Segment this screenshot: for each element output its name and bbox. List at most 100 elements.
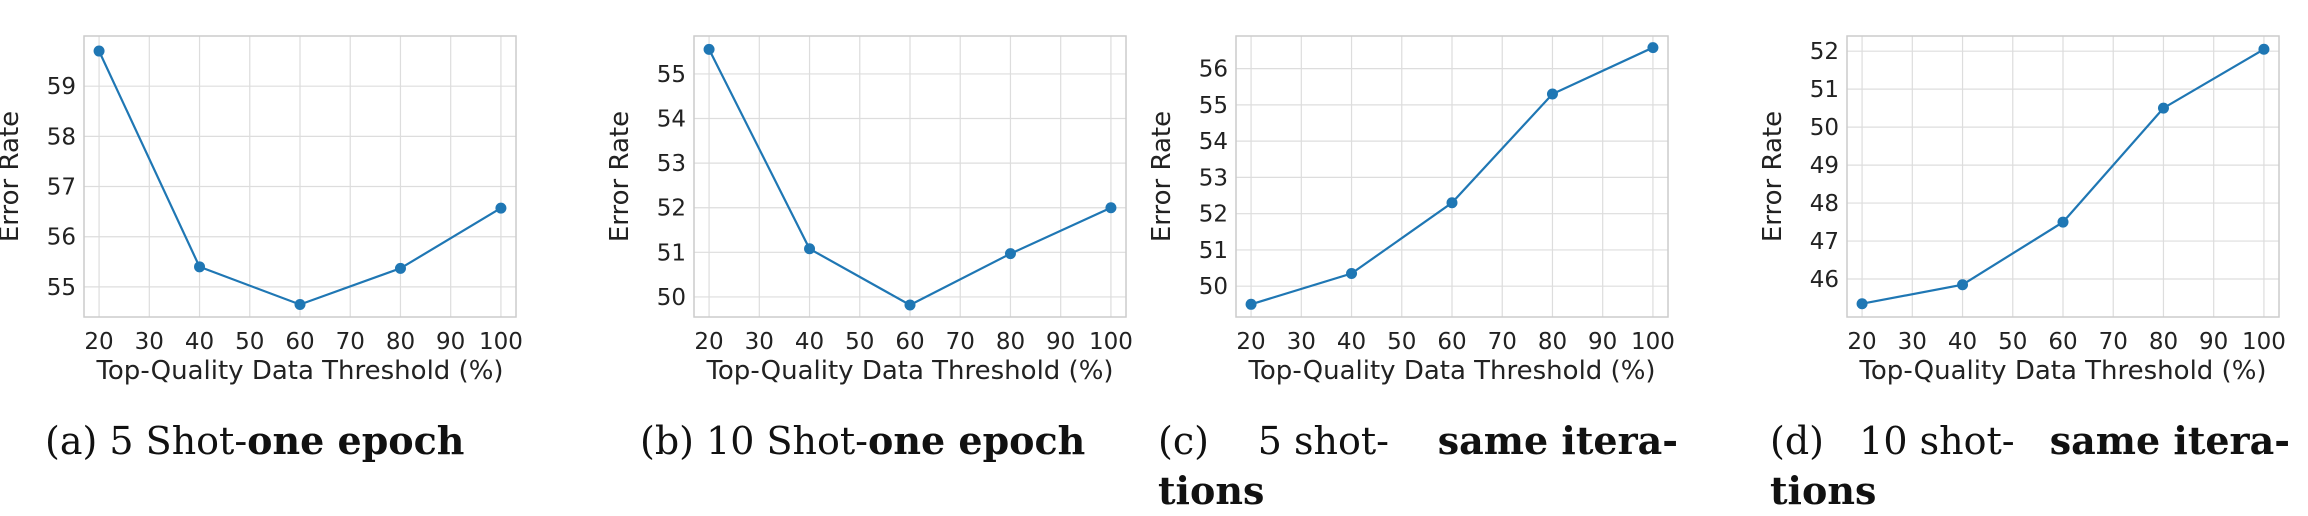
caption-b: (b) 10 Shot-one epoch bbox=[640, 418, 1086, 463]
x-tick-label: 30 bbox=[135, 329, 164, 355]
x-tick-label: 60 bbox=[895, 329, 924, 355]
y-tick-label: 51 bbox=[1199, 238, 1228, 264]
x-tick-label: 100 bbox=[1631, 329, 1675, 355]
data-point-d-80 bbox=[2157, 102, 2169, 114]
x-tick-label: 20 bbox=[1236, 329, 1265, 355]
x-tick-label: 90 bbox=[1588, 329, 1617, 355]
data-point-b-60 bbox=[904, 299, 916, 311]
data-point-c-100 bbox=[1647, 42, 1659, 54]
x-tick-label: 60 bbox=[1437, 329, 1466, 355]
x-tick-label: 20 bbox=[694, 329, 723, 355]
x-tick-label: 70 bbox=[946, 329, 975, 355]
y-tick-label: 52 bbox=[657, 196, 686, 222]
x-tick-label: 60 bbox=[2048, 329, 2077, 355]
data-point-c-40 bbox=[1346, 267, 1358, 279]
data-point-c-60 bbox=[1446, 197, 1458, 209]
x-tick-label: 90 bbox=[1046, 329, 1075, 355]
y-axis-label: Error Rate bbox=[1758, 111, 1788, 242]
x-axis-label: Top-Quality Data Threshold (%) bbox=[1858, 356, 2266, 386]
plot-frame bbox=[693, 35, 1127, 318]
x-tick-label: 50 bbox=[1998, 329, 2027, 355]
x-tick-label: 70 bbox=[336, 329, 365, 355]
y-tick-label: 53 bbox=[657, 151, 686, 177]
y-tick-label: 57 bbox=[47, 175, 76, 201]
data-point-a-60 bbox=[294, 298, 306, 310]
data-point-b-40 bbox=[804, 243, 816, 255]
x-tick-label: 40 bbox=[795, 329, 824, 355]
data-point-a-40 bbox=[194, 261, 206, 273]
x-axis-label: Top-Quality Data Threshold (%) bbox=[1247, 356, 1655, 386]
y-tick-label: 53 bbox=[1199, 165, 1228, 191]
x-axis-label: Top-Quality Data Threshold (%) bbox=[95, 356, 503, 386]
data-point-c-80 bbox=[1546, 88, 1558, 100]
x-tick-label: 50 bbox=[235, 329, 264, 355]
plot-frame bbox=[1846, 35, 2280, 318]
x-tick-label: 50 bbox=[1387, 329, 1416, 355]
x-tick-label: 20 bbox=[84, 329, 113, 355]
x-tick-label: 80 bbox=[1538, 329, 1567, 355]
plot-frame bbox=[1235, 35, 1669, 318]
y-tick-label: 50 bbox=[1199, 274, 1228, 300]
chart-panel-c: 20 30 40 50 60 70 80 90 100 50 51 52 53 54 55 56 Top-Qua… bbox=[1147, 35, 1675, 386]
x-tick-label: 100 bbox=[479, 329, 523, 355]
y-tick-label: 49 bbox=[1810, 153, 1839, 179]
data-point-a-100 bbox=[495, 202, 507, 214]
data-point-a-20 bbox=[93, 45, 105, 57]
y-tick-label: 51 bbox=[1810, 77, 1839, 103]
chart-panel-b: 20 30 40 50 60 70 80 90 100 50 51 52 53 54 55 Top-Quali… bbox=[605, 35, 1133, 386]
data-point-d-20 bbox=[1856, 298, 1868, 310]
chart-panel-a: 20 30 40 50 60 70 80 90 100 55 56 57 58 59 Top-Quality… bbox=[0, 35, 523, 386]
y-tick-label: 54 bbox=[657, 107, 686, 133]
data-point-d-60 bbox=[2057, 216, 2069, 228]
y-tick-label: 47 bbox=[1810, 229, 1839, 255]
x-tick-label: 40 bbox=[185, 329, 214, 355]
x-tick-label: 100 bbox=[2242, 329, 2286, 355]
y-tick-label: 55 bbox=[47, 275, 76, 301]
x-tick-label: 70 bbox=[2099, 329, 2128, 355]
y-tick-label: 55 bbox=[657, 62, 686, 88]
data-point-b-100 bbox=[1105, 202, 1117, 214]
x-tick-label: 40 bbox=[1337, 329, 1366, 355]
x-tick-label: 60 bbox=[285, 329, 314, 355]
x-tick-label: 80 bbox=[386, 329, 415, 355]
x-tick-label: 30 bbox=[1898, 329, 1927, 355]
y-tick-label: 56 bbox=[47, 225, 76, 251]
x-tick-label: 20 bbox=[1847, 329, 1876, 355]
y-tick-label: 51 bbox=[657, 240, 686, 266]
y-axis-label: Error Rate bbox=[0, 111, 25, 242]
y-tick-label: 46 bbox=[1810, 267, 1839, 293]
x-tick-label: 80 bbox=[2149, 329, 2178, 355]
y-tick-label: 50 bbox=[657, 285, 686, 311]
data-point-d-40 bbox=[1957, 279, 1969, 291]
x-tick-label: 90 bbox=[436, 329, 465, 355]
y-tick-label: 59 bbox=[47, 74, 76, 100]
y-tick-label: 52 bbox=[1199, 202, 1228, 228]
x-tick-label: 50 bbox=[845, 329, 874, 355]
y-tick-label: 52 bbox=[1810, 39, 1839, 65]
x-tick-label: 40 bbox=[1948, 329, 1977, 355]
caption-c: (c) 5 shot- same itera- tions bbox=[1158, 418, 1678, 513]
caption-a: (a) 5 Shot-one epoch bbox=[45, 418, 465, 463]
x-tick-label: 70 bbox=[1488, 329, 1517, 355]
y-tick-label: 48 bbox=[1810, 191, 1839, 217]
y-tick-label: 54 bbox=[1199, 129, 1228, 155]
x-tick-label: 100 bbox=[1089, 329, 1133, 355]
y-tick-label: 50 bbox=[1810, 115, 1839, 141]
y-axis-label: Error Rate bbox=[1147, 111, 1177, 242]
y-tick-label: 56 bbox=[1199, 57, 1228, 83]
data-point-b-80 bbox=[1004, 248, 1016, 260]
data-point-b-20 bbox=[703, 43, 715, 55]
data-point-c-20 bbox=[1245, 298, 1257, 310]
chart-panel-d: 20 30 40 50 60 70 80 90 100 46 47 48 49 50 51 52 Top-Qua… bbox=[1758, 35, 2286, 386]
x-tick-label: 80 bbox=[996, 329, 1025, 355]
x-tick-label: 30 bbox=[745, 329, 774, 355]
x-tick-label: 90 bbox=[2199, 329, 2228, 355]
data-point-d-100 bbox=[2258, 43, 2270, 55]
x-tick-label: 30 bbox=[1287, 329, 1316, 355]
data-point-a-80 bbox=[394, 262, 406, 274]
plot-frame bbox=[83, 35, 517, 318]
y-tick-label: 55 bbox=[1199, 93, 1228, 119]
caption-d: (d) 10 shot- same itera- tions bbox=[1770, 418, 2290, 513]
y-tick-label: 58 bbox=[47, 124, 76, 150]
